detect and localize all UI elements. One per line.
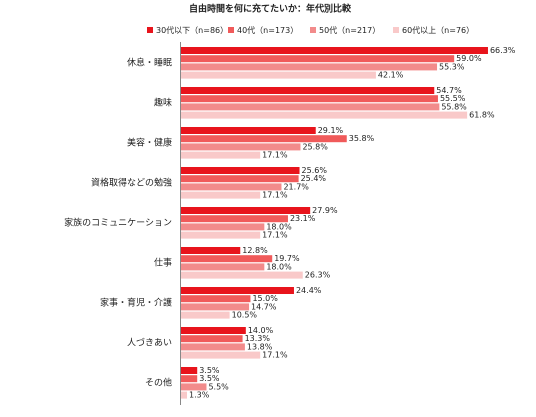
category-label: 資格取得などの勉強 [91, 176, 172, 188]
value-label: 25.4% [301, 174, 327, 183]
chart-title: 自由時間を何に充てたいか：年代別比較 [189, 3, 352, 15]
value-label: 12.8% [242, 246, 268, 255]
bar [181, 71, 376, 79]
bar [181, 143, 301, 151]
value-label: 17.1% [262, 231, 288, 240]
bar [181, 47, 488, 54]
value-label: 21.7% [283, 182, 309, 191]
value-label: 18.0% [266, 222, 292, 231]
bar [181, 135, 347, 143]
value-label: 25.8% [302, 142, 328, 151]
value-label: 13.8% [247, 342, 273, 351]
value-label: 66.3% [490, 46, 516, 55]
legend-swatch [310, 27, 316, 33]
value-label: 59.0% [456, 54, 482, 63]
value-label: 26.3% [305, 271, 331, 280]
bar [181, 167, 300, 174]
bar [181, 367, 198, 374]
bar [181, 183, 282, 191]
value-label: 13.3% [245, 334, 271, 343]
value-label: 54.7% [436, 86, 462, 95]
bar [181, 103, 440, 111]
bar [181, 87, 435, 94]
bar [181, 343, 245, 351]
bar [181, 255, 273, 263]
category-label: その他 [145, 376, 172, 388]
bar [181, 207, 311, 214]
category-label: 人づきあい [127, 337, 172, 348]
category-label: 家族のコミュニケーション [64, 216, 172, 228]
bar [181, 335, 243, 343]
value-label: 17.1% [262, 151, 288, 160]
bar [181, 327, 246, 334]
legend-swatch [393, 27, 399, 33]
value-label: 55.3% [439, 62, 465, 71]
value-label: 18.0% [266, 262, 292, 271]
bar [181, 191, 261, 199]
bar [181, 263, 265, 271]
legend-label: 30代以下（n=86） [156, 25, 228, 35]
value-label: 10.5% [232, 311, 258, 320]
value-label: 1.3% [189, 391, 210, 400]
bar [181, 111, 468, 119]
value-label: 55.5% [440, 94, 466, 103]
legend-swatch [147, 27, 153, 33]
bar [181, 351, 261, 359]
bar [181, 303, 250, 311]
bar [181, 383, 207, 391]
value-label: 14.7% [251, 302, 277, 311]
bar [181, 151, 261, 159]
bar [181, 247, 241, 254]
bar [181, 375, 198, 383]
bar [181, 215, 288, 223]
value-label: 25.6% [302, 166, 328, 175]
bar [181, 55, 455, 63]
category-label: 美容・健康 [127, 136, 172, 148]
bar [181, 127, 316, 134]
bar [181, 295, 251, 303]
bar [181, 271, 303, 279]
category-label: 家事・育児・介護 [100, 296, 172, 308]
value-label: 27.9% [312, 206, 338, 215]
value-label: 3.5% [199, 374, 220, 383]
category-label: 仕事 [154, 256, 172, 268]
bar [181, 391, 188, 399]
bar [181, 231, 261, 239]
value-label: 35.8% [349, 134, 375, 143]
value-label: 55.8% [441, 102, 467, 111]
value-label: 23.1% [290, 214, 316, 223]
bar [181, 287, 294, 294]
value-label: 14.0% [248, 326, 274, 335]
value-label: 15.0% [252, 294, 278, 303]
bar [181, 95, 438, 103]
category-label: 休息・睡眠 [127, 56, 172, 68]
value-label: 3.5% [199, 366, 220, 375]
legend-label: 60代以上（n=76） [402, 25, 474, 35]
value-label: 42.1% [378, 71, 404, 80]
legend-label: 50代（n=217） [319, 25, 380, 35]
value-label: 61.8% [469, 111, 495, 120]
legend-label: 40代（n=173） [237, 25, 298, 35]
value-label: 17.1% [262, 351, 288, 360]
value-label: 19.7% [274, 254, 300, 263]
value-label: 5.5% [208, 382, 229, 391]
bar [181, 311, 230, 319]
value-label: 29.1% [318, 126, 344, 135]
legend-swatch [228, 27, 234, 33]
bar [181, 223, 265, 231]
value-label: 24.4% [296, 286, 322, 295]
bar [181, 175, 299, 183]
bar [181, 63, 438, 71]
category-label: 趣味 [154, 96, 172, 108]
value-label: 17.1% [262, 191, 288, 200]
